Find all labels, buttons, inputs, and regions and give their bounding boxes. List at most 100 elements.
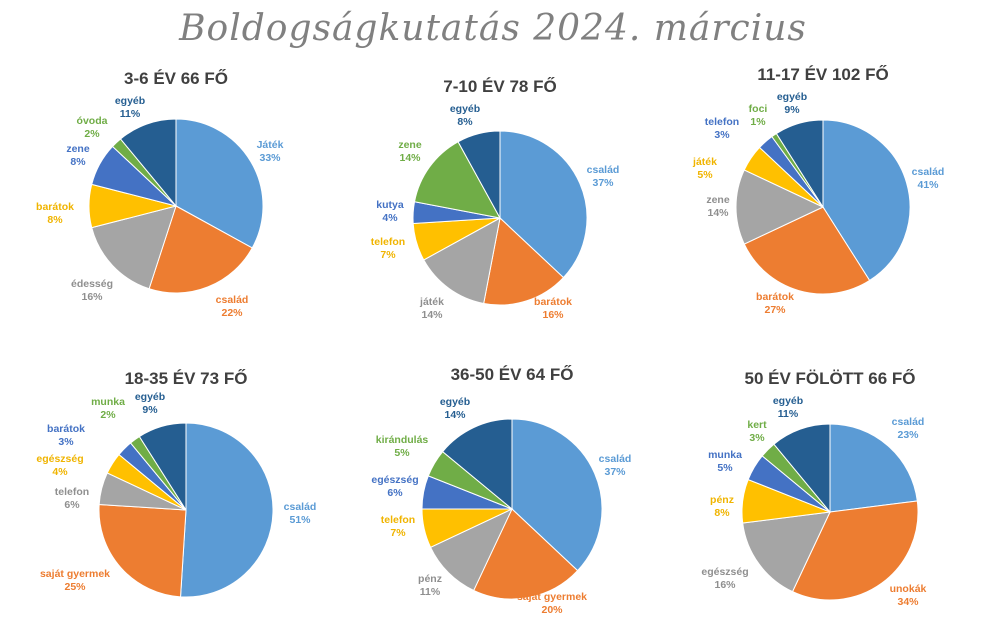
- data-label-value: 33%: [259, 152, 281, 164]
- data-label-category: óvoda: [77, 115, 108, 127]
- pie-slice-zene: [735, 169, 825, 245]
- data-label-value: 20%: [541, 604, 563, 616]
- pie-slice-édesség: [91, 205, 177, 290]
- data-label-category: foci: [749, 103, 768, 115]
- data-label-value: 5%: [394, 447, 410, 459]
- data-label-category: egészség: [371, 474, 418, 486]
- pie-slice-család: [499, 130, 588, 279]
- data-label-category: munka: [708, 449, 742, 461]
- chart-title: 36-50 ÉV 64 FŐ: [451, 365, 574, 384]
- data-label-category: egyéb: [440, 396, 470, 408]
- data-label-value: 11%: [420, 586, 441, 598]
- data-label-category: barátok: [47, 423, 85, 435]
- data-label-category: család: [216, 294, 249, 306]
- data-label-category: telefon: [55, 486, 89, 498]
- data-label-value: 14%: [707, 207, 729, 219]
- data-label-category: család: [892, 416, 925, 428]
- data-label-category: barátok: [534, 296, 572, 308]
- data-label-category: egyéb: [135, 391, 165, 403]
- data-label-category: család: [284, 501, 317, 513]
- pie-slice-játék: [423, 217, 501, 305]
- data-label-category: kirándulás: [376, 434, 429, 446]
- pie-slice-Játék: [175, 118, 264, 249]
- pie-slice-barátok: [743, 206, 871, 295]
- pie-slice-saját-gyermek: [98, 504, 187, 598]
- data-label-category: édesség: [71, 278, 113, 290]
- data-label-value: 14%: [421, 309, 443, 321]
- data-label-category: egészség: [36, 453, 83, 465]
- data-label-category: telefon: [381, 514, 415, 526]
- data-label-category: egészség: [701, 566, 748, 578]
- data-label-value: 8%: [70, 156, 86, 168]
- data-label-value: 16%: [714, 579, 736, 591]
- data-label-value: 6%: [64, 499, 80, 511]
- data-label-category: munka: [91, 396, 125, 408]
- data-label-value: 7%: [390, 527, 406, 539]
- data-label-value: 34%: [897, 596, 919, 608]
- pie-slice-barátok: [483, 217, 565, 306]
- chart-title: 50 ÉV FÖLÖTT 66 FŐ: [745, 369, 916, 388]
- data-label-value: 1%: [750, 116, 766, 128]
- data-label-value: 8%: [457, 116, 473, 128]
- data-label-category: Játék: [257, 139, 284, 151]
- data-label-value: 37%: [592, 177, 614, 189]
- chart-title: 7-10 ÉV 78 FŐ: [443, 77, 556, 96]
- data-label-category: kert: [747, 419, 767, 431]
- data-label-value: 41%: [917, 179, 939, 191]
- data-label-value: 11%: [120, 108, 141, 120]
- data-label-category: barátok: [756, 291, 794, 303]
- pie-slice-család: [829, 423, 918, 513]
- chart-title: 18-35 ÉV 73 FŐ: [125, 369, 248, 388]
- data-label-value: 6%: [387, 487, 403, 499]
- pie-slice-egyéb: [773, 423, 831, 514]
- pie-slice-család: [148, 205, 253, 294]
- data-label-category: zene: [706, 194, 730, 206]
- data-label-category: saját gyermek: [517, 591, 587, 603]
- data-label-value: 4%: [52, 466, 68, 478]
- data-label-category: pénz: [418, 573, 442, 585]
- pie-slice-család: [180, 422, 274, 598]
- data-label-category: telefon: [705, 116, 739, 128]
- data-label-value: 3%: [714, 129, 730, 141]
- data-label-category: kutya: [376, 199, 404, 211]
- data-label-category: család: [587, 164, 620, 176]
- pie-slice-egyéb: [138, 422, 187, 512]
- data-label-value: 9%: [142, 404, 158, 416]
- data-label-value: 16%: [542, 309, 564, 321]
- data-label-value: 14%: [444, 409, 466, 421]
- data-label-value: 22%: [221, 307, 243, 319]
- pie-slice-egyéb: [457, 130, 501, 219]
- data-label-category: egyéb: [777, 91, 807, 103]
- data-label-value: 3%: [749, 432, 765, 444]
- data-label-category: pénz: [710, 494, 734, 506]
- pie-slice-egyéb: [775, 119, 824, 209]
- chart-title: 3-6 ÉV 66 FŐ: [124, 69, 228, 88]
- chart-title: 11-17 ÉV 102 FŐ: [757, 65, 888, 84]
- data-label-category: család: [912, 166, 945, 178]
- data-label-category: zene: [66, 143, 90, 155]
- data-label-value: 3%: [58, 436, 74, 448]
- data-label-category: barátok: [36, 201, 74, 213]
- data-label-category: egyéb: [450, 103, 480, 115]
- data-label-value: 7%: [380, 249, 396, 261]
- data-label-value: 16%: [81, 291, 103, 303]
- pie-slice-egészség: [742, 511, 831, 593]
- data-label-value: 11%: [778, 408, 799, 420]
- data-label-value: 8%: [714, 507, 730, 519]
- data-label-category: egyéb: [773, 395, 803, 407]
- data-label-category: egyéb: [115, 95, 145, 107]
- data-label-category: saját gyermek: [40, 568, 110, 580]
- data-label-value: 9%: [784, 104, 800, 116]
- data-label-value: 51%: [289, 514, 311, 526]
- data-label-category: család: [599, 453, 632, 465]
- data-label-category: játék: [419, 296, 444, 308]
- data-label-category: zene: [398, 139, 422, 151]
- data-label-value: 14%: [399, 152, 421, 164]
- data-label-value: 4%: [382, 212, 398, 224]
- data-label-value: 37%: [604, 466, 626, 478]
